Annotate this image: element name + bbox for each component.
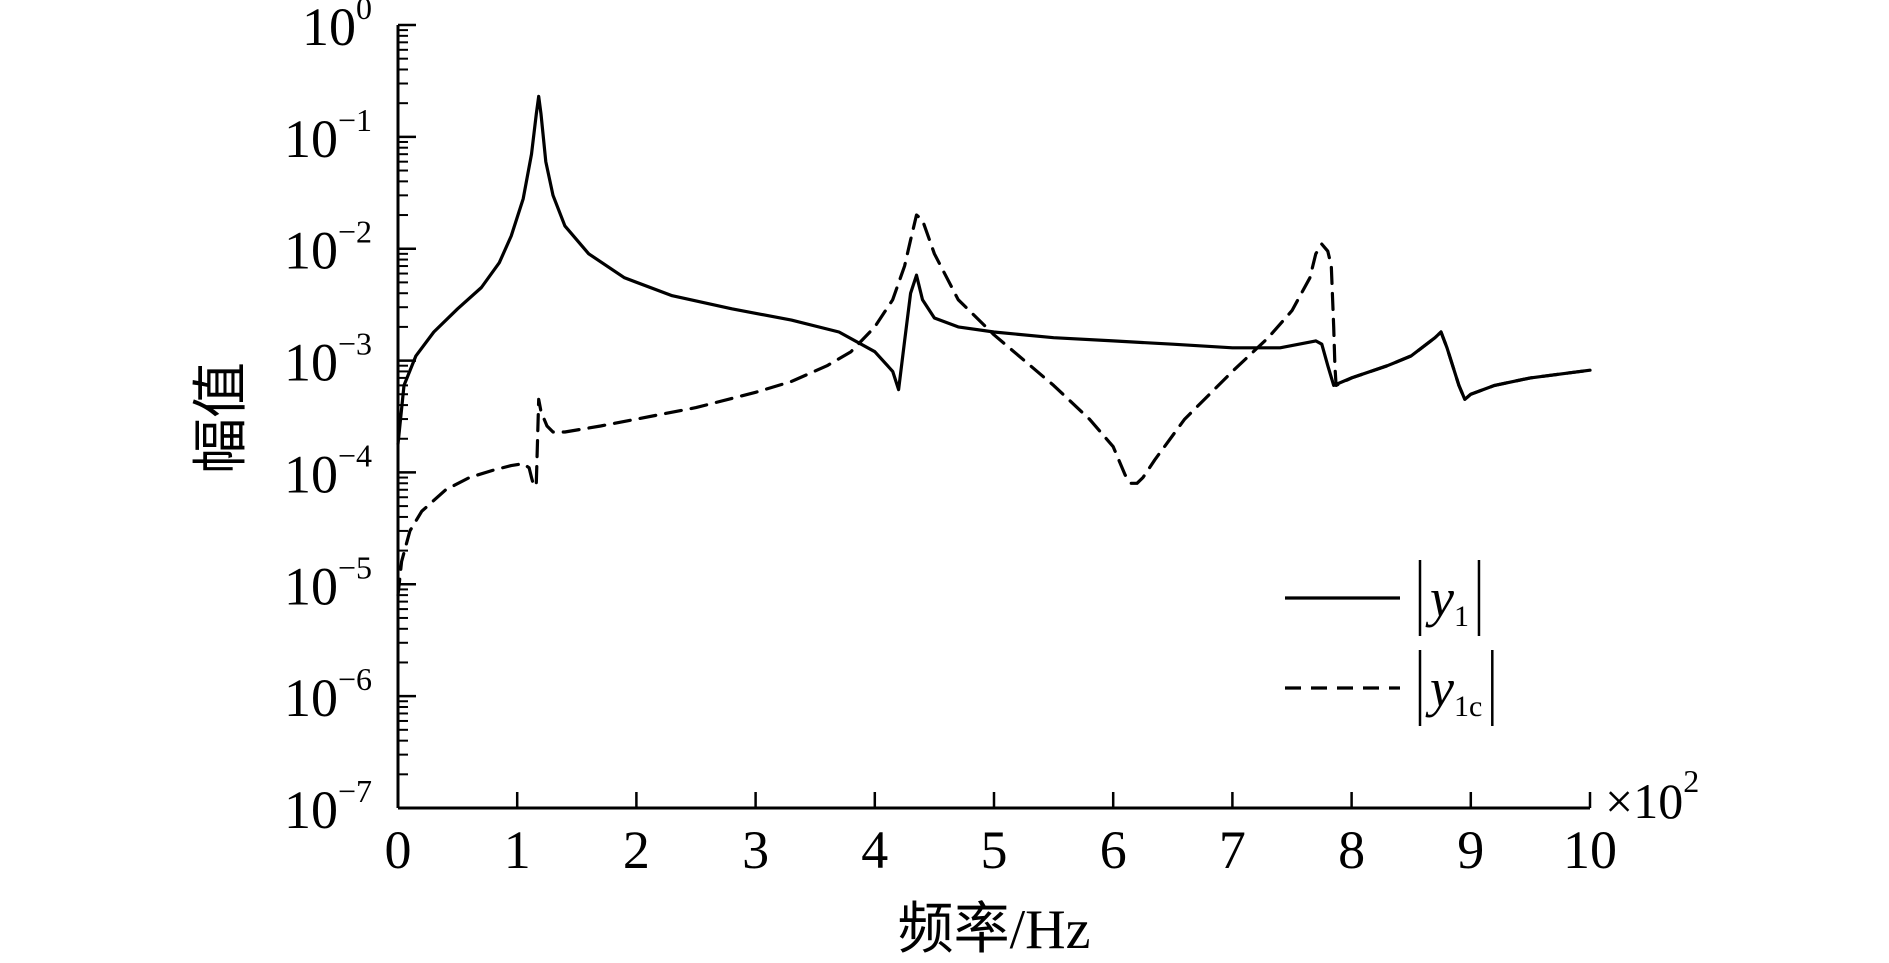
y-tick-label: 10−3 [284, 326, 372, 393]
y-tick-label: 100 [302, 0, 372, 57]
y-tick-label: 10−1 [284, 102, 372, 169]
x-tick-label: 6 [1100, 820, 1127, 880]
y-tick-label: 10−7 [284, 773, 372, 840]
x-tick-label: 7 [1219, 820, 1246, 880]
x-axis-label: 频率/Hz [898, 899, 1091, 961]
legend-label-0: y1 [1425, 568, 1469, 633]
ticks: 0 1 2 3 4 5 6 7 8 9 10 100 10−1 10−2 10−3 10−4 10−5 10−6 1… [284, 0, 1617, 880]
series-group [396, 94, 1592, 597]
x-tick-label: 10 [1563, 820, 1617, 880]
x-tick-label: 2 [623, 820, 650, 880]
y-tick-label: 10−2 [284, 214, 372, 281]
axes [396, 25, 1590, 810]
x-tick-label: 4 [861, 820, 888, 880]
x-tick-label: 9 [1457, 820, 1484, 880]
y-tick-label: 10−6 [284, 661, 372, 728]
y-tick-label: 10−4 [284, 437, 372, 504]
y-axis-label: 幅值 [191, 362, 253, 474]
x-scale-label: ×102 [1605, 763, 1699, 829]
series-line-y1 [396, 94, 1592, 446]
x-tick-label: 1 [504, 820, 531, 880]
x-tick-label: 8 [1338, 820, 1365, 880]
legend-label-1: y1c [1425, 658, 1482, 723]
x-tick-label: 5 [981, 820, 1008, 880]
x-tick-label: 0 [385, 820, 412, 880]
series-line-y1c [396, 213, 1592, 597]
y-tick-label: 10−5 [284, 549, 372, 616]
x-tick-label: 3 [742, 820, 769, 880]
